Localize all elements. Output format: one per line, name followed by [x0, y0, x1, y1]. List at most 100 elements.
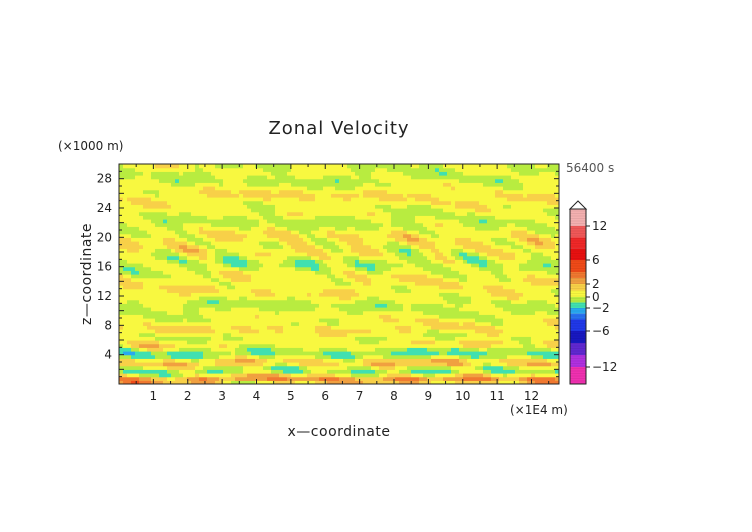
- heatmap-cell: [219, 274, 224, 279]
- heatmap-cell: [251, 226, 256, 231]
- heatmap-cell: [163, 351, 168, 356]
- heatmap-cell: [255, 197, 260, 202]
- heatmap-cell: [227, 332, 232, 337]
- heatmap-cell: [407, 241, 412, 246]
- heatmap-cell: [375, 299, 380, 304]
- heatmap-cell: [139, 255, 144, 260]
- heatmap-cell: [443, 263, 448, 268]
- heatmap-cell: [271, 178, 276, 183]
- heatmap-cell: [311, 167, 316, 172]
- heatmap-cell: [427, 296, 432, 301]
- heatmap-cell: [411, 204, 416, 209]
- heatmap-cell: [295, 230, 300, 235]
- heatmap-cell: [327, 351, 332, 356]
- heatmap-cell: [295, 343, 300, 348]
- heatmap-cell: [367, 380, 372, 384]
- heatmap-cell: [375, 318, 380, 323]
- heatmap-cell: [159, 178, 164, 183]
- heatmap-cell: [323, 189, 328, 194]
- heatmap-cell: [427, 332, 432, 337]
- heatmap-cell: [127, 288, 132, 293]
- heatmap-cell: [255, 270, 260, 275]
- heatmap-cell: [263, 365, 268, 370]
- heatmap-cell: [147, 351, 152, 356]
- heatmap-cell: [371, 244, 376, 249]
- heatmap-cell: [215, 178, 220, 183]
- heatmap-cell: [323, 376, 328, 381]
- heatmap-cell: [371, 167, 376, 172]
- heatmap-cell: [447, 369, 452, 374]
- heatmap-cell: [135, 237, 140, 242]
- heatmap-cell: [323, 208, 328, 213]
- heatmap-cell: [383, 318, 388, 323]
- heatmap-cell: [203, 237, 208, 242]
- heatmap-cell: [231, 303, 236, 308]
- heatmap-cell: [371, 263, 376, 268]
- heatmap-cell: [323, 226, 328, 231]
- heatmap-cell: [303, 274, 308, 279]
- heatmap-cell: [275, 208, 280, 213]
- heatmap-cell: [275, 186, 280, 191]
- heatmap-cell: [387, 354, 392, 359]
- heatmap-cell: [171, 325, 176, 330]
- heatmap-cell: [151, 200, 156, 205]
- heatmap-cell: [295, 325, 300, 330]
- heatmap-cell: [443, 343, 448, 348]
- heatmap-cell: [231, 362, 236, 367]
- heatmap-cell: [275, 299, 280, 304]
- heatmap-cell: [207, 178, 212, 183]
- heatmap-cell: [299, 270, 304, 275]
- heatmap-cell: [131, 332, 136, 337]
- heatmap-cell: [263, 270, 268, 275]
- heatmap-cell: [367, 200, 372, 205]
- heatmap-cell: [427, 167, 432, 172]
- heatmap-cell: [199, 222, 204, 227]
- heatmap-cell: [427, 314, 432, 319]
- heatmap-cell: [175, 167, 180, 172]
- heatmap-cell: [231, 325, 236, 330]
- heatmap-cell: [331, 230, 336, 235]
- heatmap-cell: [227, 164, 232, 169]
- heatmap-cell: [207, 274, 212, 279]
- heatmap-cell: [411, 241, 416, 246]
- heatmap-cell: [251, 365, 256, 370]
- heatmap-cell: [439, 365, 444, 370]
- heatmap-cell: [431, 182, 436, 187]
- heatmap-cell: [131, 233, 136, 238]
- heatmap-cell: [135, 211, 140, 216]
- heatmap-cell: [283, 332, 288, 337]
- heatmap-cell: [219, 175, 224, 180]
- heatmap-cell: [427, 285, 432, 290]
- heatmap-cell: [255, 274, 260, 279]
- heatmap-cell: [159, 281, 164, 286]
- heatmap-cell: [275, 362, 280, 367]
- heatmap-cell: [275, 178, 280, 183]
- heatmap-cell: [211, 255, 216, 260]
- heatmap-cell: [399, 175, 404, 180]
- heatmap-cell: [443, 193, 448, 198]
- heatmap-cell: [147, 274, 152, 279]
- heatmap-cell: [251, 274, 256, 279]
- heatmap-cell: [147, 189, 152, 194]
- heatmap-cell: [127, 219, 132, 224]
- heatmap-cell: [299, 380, 304, 384]
- heatmap-cell: [167, 369, 172, 374]
- heatmap-cell: [231, 248, 236, 253]
- heatmap-cell: [119, 336, 124, 341]
- heatmap-cell: [251, 266, 256, 271]
- heatmap-cell: [431, 226, 436, 231]
- heatmap-cell: [127, 347, 132, 352]
- heatmap-cell: [199, 332, 204, 337]
- heatmap-cell: [239, 241, 244, 246]
- heatmap-cell: [367, 321, 372, 326]
- heatmap-cell: [367, 259, 372, 264]
- heatmap-cell: [199, 307, 204, 312]
- heatmap-cell: [119, 365, 124, 370]
- heatmap-cell: [179, 182, 184, 187]
- heatmap-cell: [263, 299, 268, 304]
- heatmap-cell: [275, 285, 280, 290]
- heatmap-cell: [395, 340, 400, 345]
- heatmap-cell: [299, 303, 304, 308]
- heatmap-cell: [435, 365, 440, 370]
- heatmap-cell: [443, 329, 448, 334]
